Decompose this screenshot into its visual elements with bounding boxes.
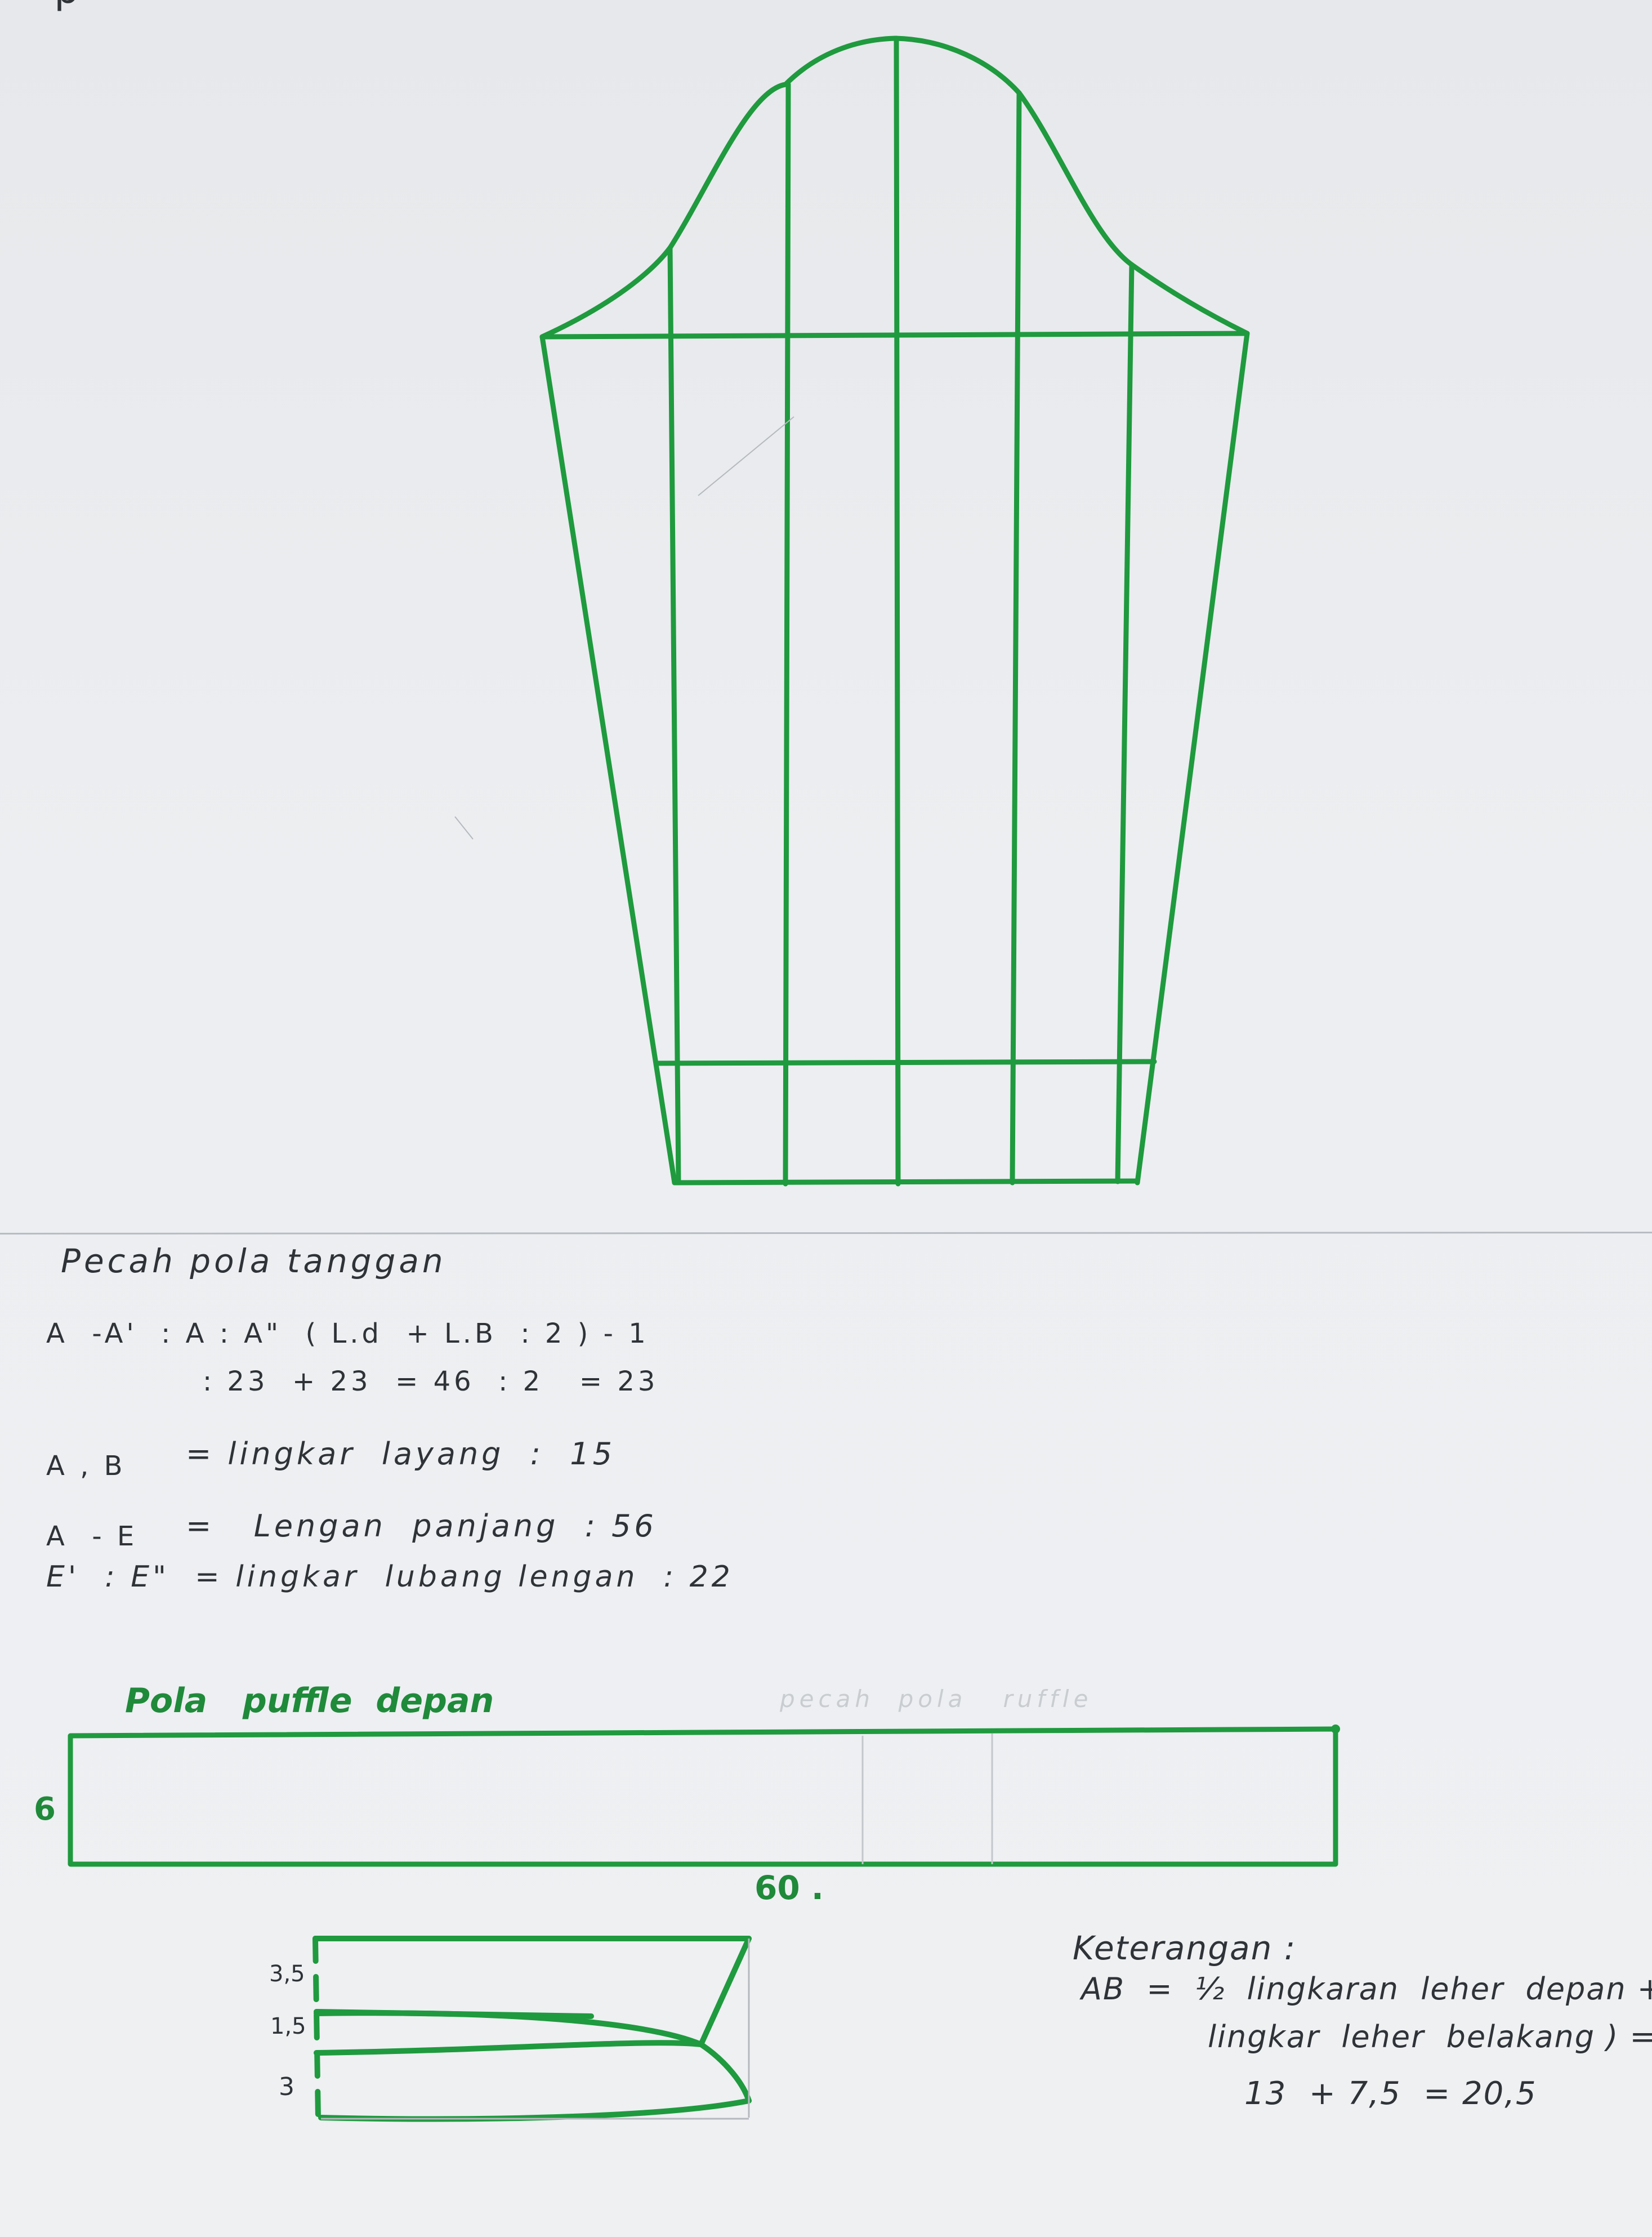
notes-line-1: A -A' : A : A" ( L.d + L.B : 2 ) - 1: [46, 1318, 649, 1349]
keterangan-line-2: lingkar leher belakang ) =: [1208, 2019, 1652, 2055]
notes-line-4-text: = Lengan panjang : 56: [186, 1508, 657, 1544]
ruffle-height-label: 6: [34, 1791, 56, 1828]
ruffle-title: Pola puffle depan: [125, 1681, 494, 1721]
collar-label-3: 3: [279, 2073, 294, 2101]
slash-line-2: [783, 82, 791, 1187]
slash-line-5: [1115, 262, 1135, 1184]
slash-line-4: [1010, 90, 1022, 1186]
pencil-mark: [698, 416, 794, 496]
notes-line-3-label: A , B: [46, 1450, 126, 1482]
collar-bottom-curve: [318, 2098, 752, 2122]
cuff-line-top: [653, 1059, 1157, 1066]
collar-left-edge: [312, 1936, 321, 2120]
slash-line-1: [667, 245, 681, 1186]
collar-diagonal: [698, 1936, 752, 2047]
ruffle-rectangle: [68, 1726, 1338, 1867]
collar-lower-curve: [314, 2040, 752, 2104]
ruffle-width-label: 60 .: [754, 1869, 824, 1907]
collar-label-2: 1,5: [270, 2013, 306, 2039]
left-side-seam: [539, 334, 677, 1186]
ruffle-faint-title: pecah pola ruffle: [780, 1685, 1093, 1713]
right-side-seam: [1135, 331, 1250, 1186]
notes-line-5: E' : E" = lingkar lubang lengan : 22: [46, 1560, 734, 1594]
corner-mark: p: [54, 0, 82, 12]
keterangan-title: Keterangan :: [1073, 1929, 1297, 1967]
collar-upper-curve: [314, 2010, 704, 2047]
pencil-mark: [454, 816, 474, 840]
notes-title: Pecah pola tanggan: [61, 1242, 447, 1280]
ruffle-corner-dot: [1331, 1724, 1340, 1734]
slash-line-3: [894, 35, 901, 1187]
hem-line: [672, 1178, 1140, 1186]
keterangan-line-3: 13 + 7,5 = 20,5: [1244, 2075, 1537, 2112]
notes-line-2: : 23 + 23 = 46 : 2 = 23: [203, 1366, 659, 1397]
notes-line-4-label: A - E: [46, 1521, 138, 1552]
collar-label-1: 3,5: [269, 1961, 305, 1987]
notes-line-3-text: = lingkar layang : 15: [186, 1436, 616, 1472]
keterangan-line-1: AB = ½ lingkaran leher depan +: [1081, 1971, 1652, 2007]
